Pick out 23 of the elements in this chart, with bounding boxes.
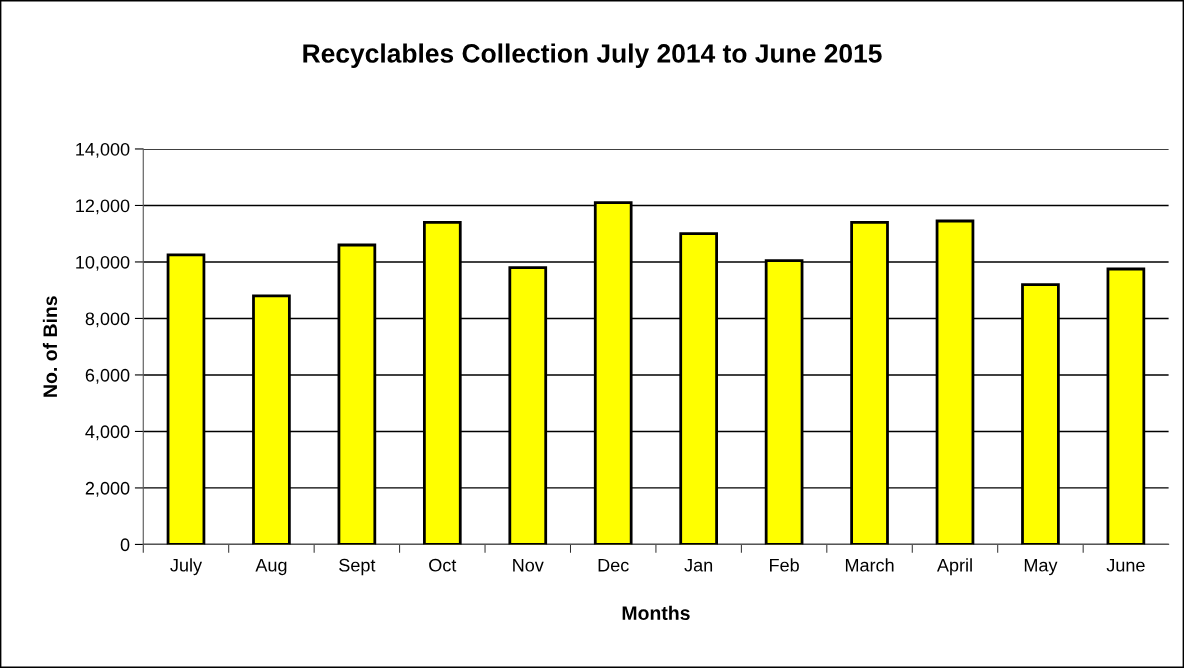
x-tick-label: April [936, 558, 972, 576]
x-tick-label: Nov [513, 558, 544, 572]
x-tick-label: March [845, 558, 894, 572]
x-tick-label: Aug [255, 558, 287, 576]
x-axis-title: Months [622, 605, 690, 620]
x-tick-label: Sept [339, 558, 376, 576]
y-tick-label: 6,000 [85, 368, 130, 384]
x-tick-label: Jan [684, 558, 713, 572]
x-tick-label: July [170, 558, 203, 576]
x-tick-label: Oct [429, 558, 457, 572]
x-tick-label: Dec [598, 558, 629, 572]
y-tick-label: 14,000 [76, 142, 130, 158]
x-tick-label: Feb [770, 558, 799, 572]
y-tick-label: 2,000 [85, 481, 130, 497]
y-tick-label: 10,000 [76, 255, 130, 271]
y-tick-label: 0 [120, 538, 130, 552]
chart-title: Recyclables Collection July 2014 to June 2015 [303, 43, 882, 69]
y-tick-label: 12,000 [76, 199, 130, 215]
y-axis-title: No. of Bins [42, 296, 58, 397]
x-tick-label: May [1024, 558, 1058, 576]
y-tick-label: 4,000 [85, 425, 130, 441]
x-tick-label: June [1106, 558, 1145, 572]
y-tick-label: 8,000 [85, 312, 130, 328]
